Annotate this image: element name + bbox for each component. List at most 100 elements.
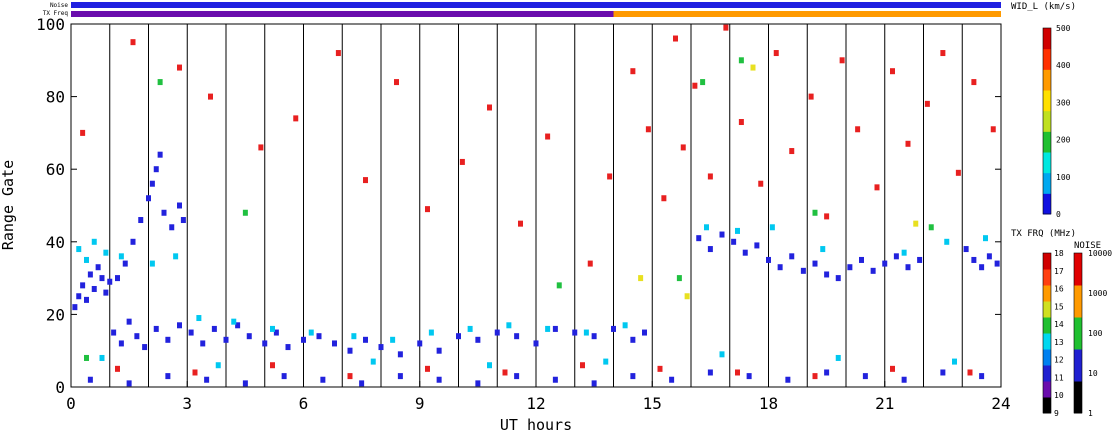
colorbar-tick-label: 16 bbox=[1054, 285, 1064, 294]
echo-point bbox=[122, 260, 128, 267]
echo-point bbox=[475, 336, 481, 343]
colorbar-swatch bbox=[1074, 381, 1082, 414]
echo-point bbox=[149, 260, 155, 267]
hour-divider-lines bbox=[109, 24, 963, 387]
noise-colorbar: NOISE 1 10 100 1000 10000 bbox=[1073, 241, 1112, 418]
echo-point bbox=[103, 289, 109, 296]
echo-point bbox=[824, 369, 830, 376]
velocity-width-colorbar: WID_L (km/s) 0 100 200 300 400 500 bbox=[1011, 2, 1076, 219]
echo-point bbox=[676, 275, 682, 282]
x-tick-label: 3 bbox=[182, 394, 192, 413]
echo-point bbox=[855, 126, 861, 133]
echo-point bbox=[130, 39, 136, 46]
echo-point bbox=[146, 195, 151, 202]
echo-point bbox=[766, 256, 771, 263]
echo-point bbox=[514, 333, 520, 340]
echo-point bbox=[502, 369, 508, 376]
echo-point bbox=[723, 24, 729, 31]
colorbar-swatch bbox=[1074, 349, 1082, 382]
echo-point bbox=[552, 376, 558, 383]
echo-point bbox=[893, 253, 899, 260]
echo-point bbox=[719, 231, 725, 238]
echo-point bbox=[789, 253, 795, 260]
echo-point bbox=[707, 173, 713, 180]
txfreq-segment bbox=[71, 11, 614, 17]
echo-point bbox=[161, 209, 167, 216]
colorbar-swatch bbox=[1043, 269, 1051, 286]
echo-point bbox=[862, 373, 868, 380]
echo-point bbox=[820, 246, 826, 253]
echo-point bbox=[103, 249, 109, 256]
echo-point bbox=[835, 275, 841, 282]
echo-point bbox=[177, 322, 182, 329]
echo-point bbox=[157, 79, 163, 86]
echo-point bbox=[607, 173, 613, 180]
echo-point bbox=[580, 362, 585, 369]
echo-point bbox=[905, 264, 911, 271]
echo-point bbox=[204, 376, 210, 383]
echo-point bbox=[273, 329, 279, 336]
echo-point bbox=[552, 325, 558, 332]
echo-point bbox=[494, 329, 500, 336]
echo-point bbox=[99, 354, 105, 361]
colorbar-tick-label: 15 bbox=[1054, 302, 1064, 311]
echo-point bbox=[800, 267, 806, 274]
echo-point bbox=[169, 224, 175, 231]
echo-point bbox=[270, 325, 275, 332]
echo-point bbox=[673, 35, 678, 42]
echo-point bbox=[812, 260, 818, 267]
echo-point bbox=[425, 206, 430, 213]
echo-point bbox=[335, 50, 341, 57]
echo-point bbox=[459, 158, 465, 165]
echo-point bbox=[680, 144, 686, 151]
echo-point bbox=[808, 93, 814, 100]
echo-point bbox=[153, 325, 159, 332]
echo-point bbox=[572, 329, 578, 336]
echo-point bbox=[545, 133, 551, 140]
echo-point bbox=[475, 380, 481, 387]
colorbar-swatch bbox=[1043, 381, 1051, 398]
y-tick-label: 100 bbox=[36, 15, 65, 34]
echo-point bbox=[351, 333, 357, 340]
echo-point bbox=[215, 362, 221, 369]
colorbar-tick-label: 100 bbox=[1088, 329, 1103, 338]
echo-point bbox=[115, 275, 120, 282]
colorbar-tick-label: 10000 bbox=[1088, 249, 1112, 258]
echo-point bbox=[153, 166, 159, 173]
echo-point bbox=[773, 50, 779, 57]
echo-point bbox=[700, 79, 706, 86]
echo-point bbox=[436, 376, 442, 383]
colorbar-tick-label: 1 bbox=[1088, 409, 1093, 418]
echo-point bbox=[890, 68, 895, 75]
echo-point bbox=[84, 296, 89, 303]
echo-point bbox=[208, 93, 213, 100]
colorbar-swatch bbox=[1043, 333, 1051, 350]
echo-point bbox=[192, 369, 198, 376]
echo-point bbox=[301, 336, 306, 343]
echo-point bbox=[425, 365, 430, 372]
echo-point bbox=[940, 50, 946, 57]
echo-point bbox=[126, 318, 132, 325]
echo-point bbox=[638, 275, 644, 282]
echo-point bbox=[556, 282, 562, 289]
echo-point bbox=[944, 238, 950, 245]
echo-point bbox=[242, 380, 248, 387]
colorbar-tick-label: 500 bbox=[1056, 24, 1071, 33]
x-axis-title: UT hours bbox=[500, 416, 572, 434]
echo-point bbox=[456, 333, 461, 340]
colorbar-swatch bbox=[1074, 317, 1082, 350]
echo-point bbox=[518, 220, 523, 227]
colorbar-swatch bbox=[1043, 285, 1051, 302]
echo-point bbox=[738, 57, 744, 64]
colorbar-tick-label: 0 bbox=[1056, 210, 1061, 219]
echo-point bbox=[746, 373, 752, 380]
echo-point bbox=[363, 177, 368, 184]
colorbar-tick-label: 12 bbox=[1054, 356, 1064, 365]
colorbar-tick-label: 14 bbox=[1054, 320, 1064, 329]
echo-point bbox=[428, 329, 434, 336]
colorbar-border bbox=[1042, 252, 1052, 414]
colorbar-tick-label: 400 bbox=[1056, 61, 1071, 70]
echo-point bbox=[611, 325, 616, 332]
y-tick-label: 40 bbox=[46, 233, 65, 252]
echo-point bbox=[487, 362, 492, 369]
